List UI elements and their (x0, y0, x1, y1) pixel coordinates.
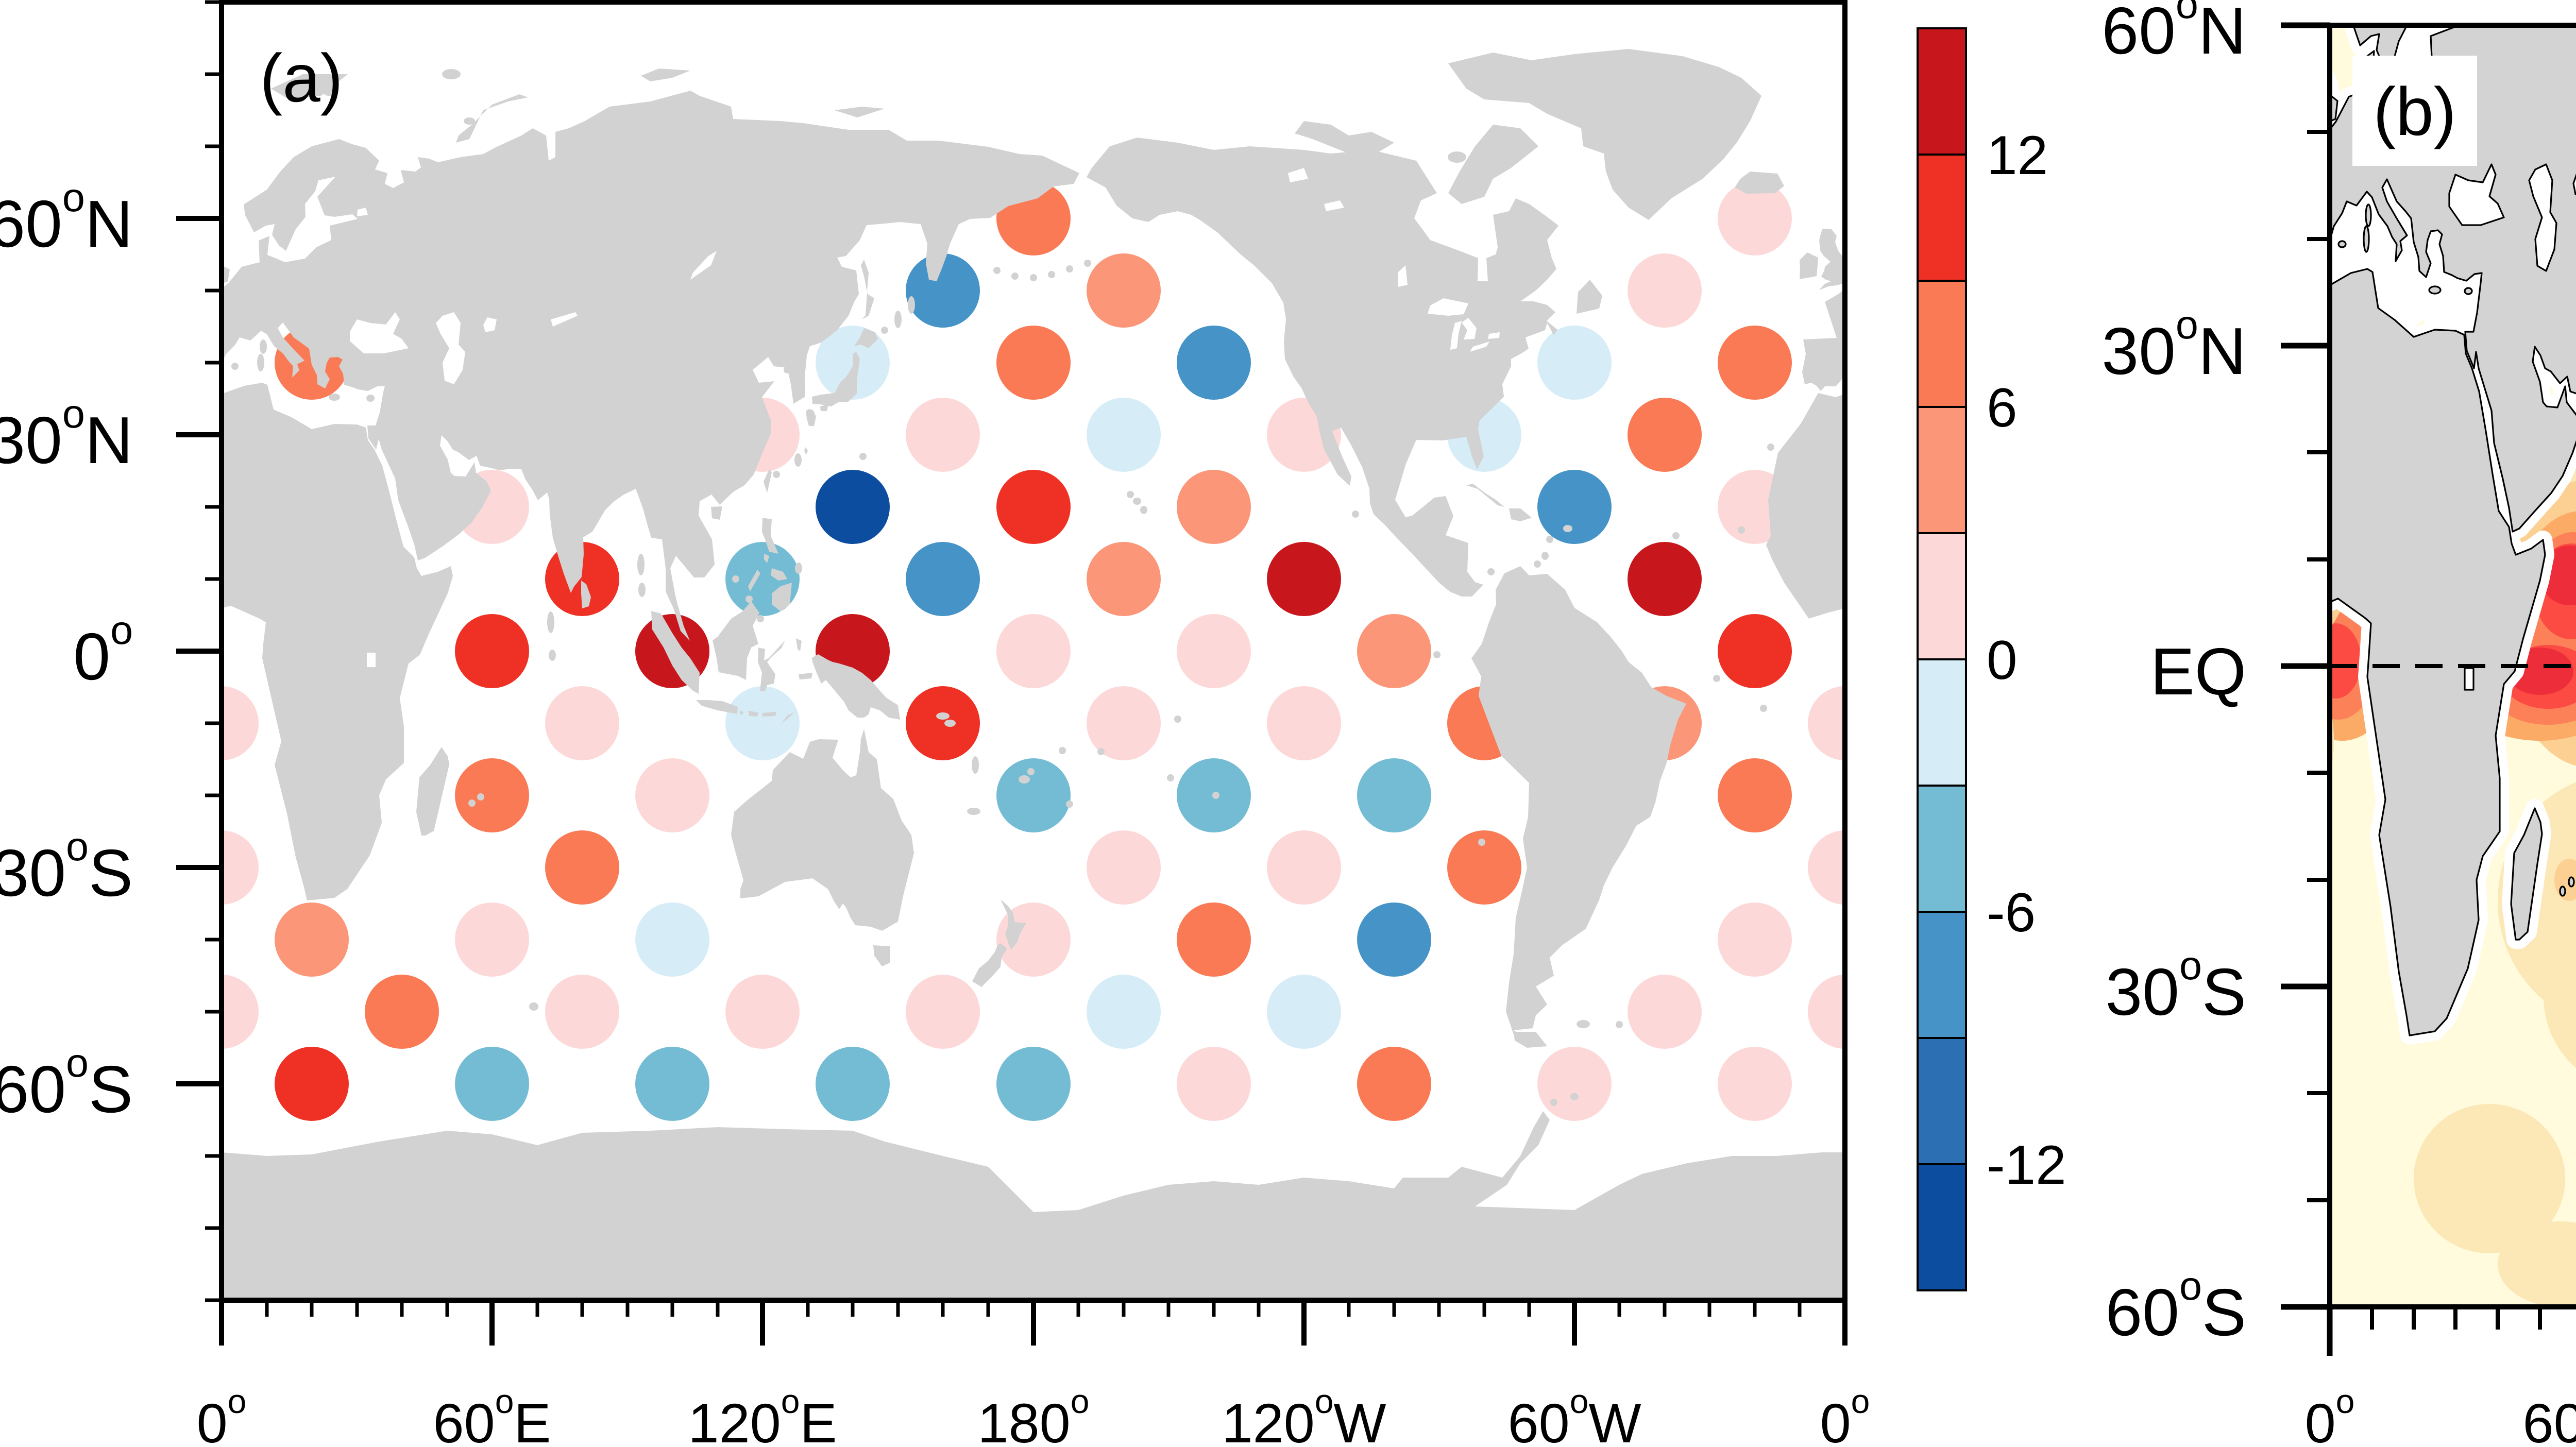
svg-text:30oS: 30oS (2106, 942, 2246, 1029)
svg-text:(b): (b) (2373, 74, 2456, 149)
svg-text:60oS: 60oS (2106, 1263, 2246, 1350)
svg-text:60oN: 60oN (2102, 0, 2246, 68)
svg-text:120oE: 120oE (688, 1382, 837, 1444)
svg-text:(a): (a) (260, 40, 343, 116)
svg-text:60oE: 60oE (2523, 1382, 2576, 1444)
svg-text:120oW: 120oW (1222, 1382, 1386, 1444)
svg-text:30oN: 30oN (2102, 301, 2246, 388)
svg-text:6: 6 (1987, 377, 2018, 438)
svg-text:0: 0 (1987, 629, 2018, 691)
svg-text:-12: -12 (1987, 1134, 2066, 1196)
svg-text:-6: -6 (1987, 881, 2036, 943)
svg-text:30oN: 30oN (0, 390, 133, 478)
svg-text:12: 12 (1987, 124, 2048, 186)
svg-text:60oE: 60oE (433, 1382, 551, 1444)
svg-text:EQ: EQ (2150, 635, 2246, 709)
